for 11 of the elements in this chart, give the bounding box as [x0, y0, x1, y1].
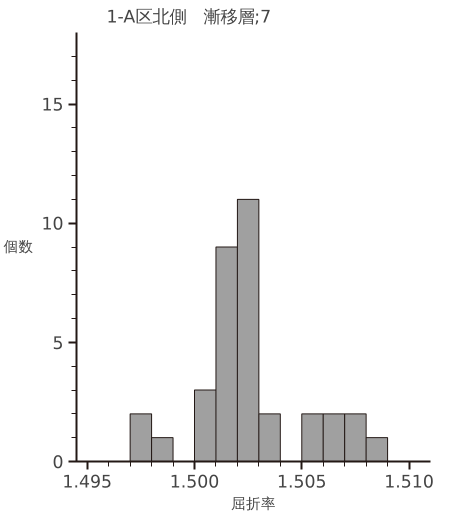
y-tick-label: 15 [41, 96, 64, 116]
x-tick-label: 1.510 [384, 472, 434, 492]
y-tick-label: 5 [52, 334, 64, 354]
y-tick-label: 10 [41, 214, 64, 235]
x-tick-label: 1.500 [170, 472, 220, 492]
chart-title: 1-A区北側 漸移層;7 [106, 8, 272, 28]
x-tick-label: 1.505 [276, 472, 327, 492]
y-tick-label: 0 [52, 453, 64, 473]
y-axis-title: 個数 [3, 238, 34, 256]
x-tick-label: 1.495 [62, 472, 112, 492]
x-axis-title: 屈折率 [231, 496, 276, 512]
